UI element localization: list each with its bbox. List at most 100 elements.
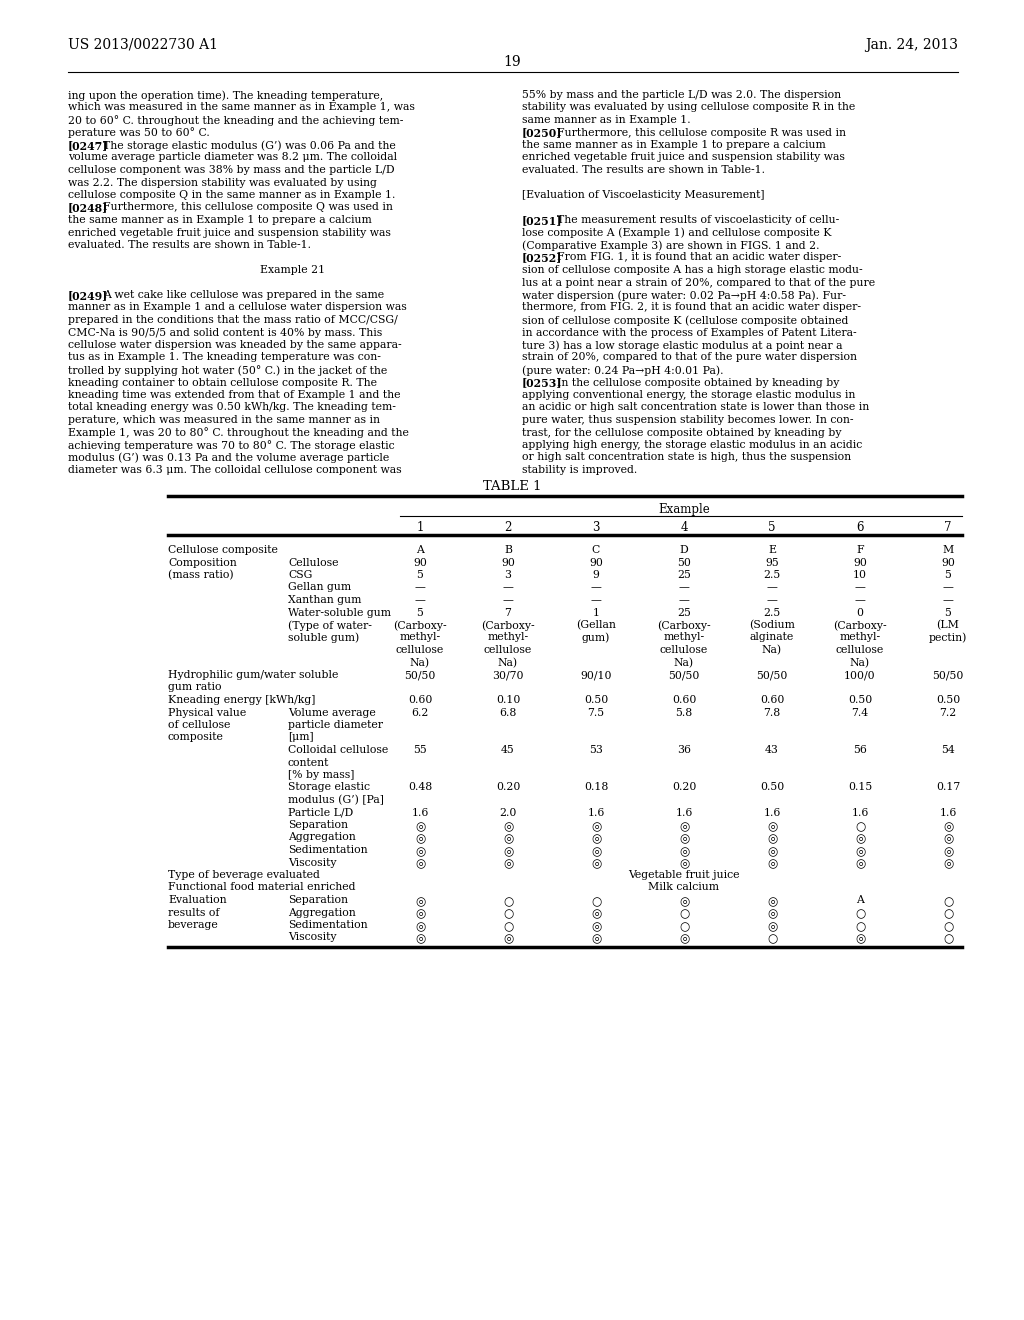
Text: 1.6: 1.6 [412,808,429,817]
Text: —: — [503,582,513,593]
Text: (Carboxy-: (Carboxy- [657,620,711,631]
Text: 6.2: 6.2 [412,708,429,718]
Text: applying high energy, the storage elastic modulus in an acidic: applying high energy, the storage elasti… [522,440,862,450]
Text: 6.8: 6.8 [500,708,517,718]
Text: 0.50: 0.50 [848,696,872,705]
Text: Storage elastic: Storage elastic [288,783,370,792]
Text: or high salt concentration state is high, thus the suspension: or high salt concentration state is high… [522,453,851,462]
Text: 7.2: 7.2 [939,708,956,718]
Text: modulus (G’) was 0.13 Pa and the volume average particle: modulus (G’) was 0.13 Pa and the volume … [68,453,389,463]
Text: ◎: ◎ [415,858,425,870]
Text: (Carboxy-: (Carboxy- [481,620,535,631]
Text: ◎: ◎ [767,858,777,870]
Text: Milk calcium: Milk calcium [648,883,720,892]
Text: pure water, thus suspension stability becomes lower. In con-: pure water, thus suspension stability be… [522,414,853,425]
Text: —: — [767,595,777,605]
Text: 54: 54 [941,744,954,755]
Text: The storage elastic modulus (G’) was 0.06 Pa and the: The storage elastic modulus (G’) was 0.0… [103,140,396,150]
Text: ing upon the operation time). The kneading temperature,: ing upon the operation time). The kneadi… [68,90,383,100]
Text: ◎: ◎ [591,845,601,858]
Text: Example 21: Example 21 [260,265,325,275]
Text: —: — [591,582,601,593]
Text: —: — [591,595,601,605]
Text: A: A [856,895,864,906]
Text: 1.6: 1.6 [939,808,956,817]
Text: ◎: ◎ [503,820,513,833]
Text: ◎: ◎ [591,858,601,870]
Text: 0.60: 0.60 [760,696,784,705]
Text: Furthermore, this cellulose composite Q was used in: Furthermore, this cellulose composite Q … [103,202,393,213]
Text: The measurement results of viscoelasticity of cellu-: The measurement results of viscoelastici… [557,215,840,224]
Text: (LM: (LM [937,620,959,631]
Text: Xanthan gum: Xanthan gum [288,595,361,605]
Text: applying conventional energy, the storage elastic modulus in: applying conventional energy, the storag… [522,389,855,400]
Text: Separation: Separation [288,895,348,906]
Text: trast, for the cellulose composite obtained by kneading by: trast, for the cellulose composite obtai… [522,428,842,437]
Text: 25: 25 [677,570,691,579]
Text: —: — [503,595,513,605]
Text: ◎: ◎ [855,833,865,846]
Text: prepared in the conditions that the mass ratio of MCC/CSG/: prepared in the conditions that the mass… [68,315,397,325]
Text: 5: 5 [768,521,776,535]
Text: total kneading energy was 0.50 kWh/kg. The kneading tem-: total kneading energy was 0.50 kWh/kg. T… [68,403,396,412]
Text: perature was 50 to 60° C.: perature was 50 to 60° C. [68,128,210,139]
Text: —: — [942,595,953,605]
Text: manner as in Example 1 and a cellulose water dispersion was: manner as in Example 1 and a cellulose w… [68,302,407,313]
Text: ◎: ◎ [855,932,865,945]
Text: methyl-: methyl- [840,632,881,643]
Text: Composition: Composition [168,557,237,568]
Text: Colloidal cellulose: Colloidal cellulose [288,744,388,755]
Text: strain of 20%, compared to that of the pure water dispersion: strain of 20%, compared to that of the p… [522,352,857,363]
Text: 90: 90 [589,557,603,568]
Text: 0.15: 0.15 [848,783,872,792]
Text: A wet cake like cellulose was prepared in the same: A wet cake like cellulose was prepared i… [103,290,384,300]
Text: [0251]: [0251] [522,215,562,226]
Text: 50: 50 [677,557,691,568]
Text: [0249]: [0249] [68,290,109,301]
Text: —: — [679,595,689,605]
Text: (Comparative Example 3) are shown in FIGS. 1 and 2.: (Comparative Example 3) are shown in FIG… [522,240,819,251]
Text: 6: 6 [856,521,864,535]
Text: gum): gum) [582,632,610,643]
Text: cellulose: cellulose [659,645,709,655]
Text: ◎: ◎ [415,833,425,846]
Text: sion of cellulose composite K (cellulose composite obtained: sion of cellulose composite K (cellulose… [522,315,848,326]
Text: 30/70: 30/70 [493,671,523,680]
Text: ◎: ◎ [943,845,953,858]
Text: 55% by mass and the particle L/D was 2.0. The dispersion: 55% by mass and the particle L/D was 2.0… [522,90,841,100]
Text: modulus (G’) [Pa]: modulus (G’) [Pa] [288,795,384,805]
Text: (Carboxy-: (Carboxy- [393,620,446,631]
Text: 7.8: 7.8 [763,708,780,718]
Text: 1.6: 1.6 [675,808,692,817]
Text: cellulose component was 38% by mass and the particle L/D: cellulose component was 38% by mass and … [68,165,394,176]
Text: Example: Example [658,503,710,516]
Text: Type of beverage evaluated: Type of beverage evaluated [168,870,319,880]
Text: Aggregation: Aggregation [288,908,355,917]
Text: cellulose water dispersion was kneaded by the same appara-: cellulose water dispersion was kneaded b… [68,341,401,350]
Text: [% by mass]: [% by mass] [288,770,354,780]
Text: thermore, from FIG. 2, it is found that an acidic water disper-: thermore, from FIG. 2, it is found that … [522,302,861,313]
Text: [μm]: [μm] [288,733,313,742]
Text: Gellan gum: Gellan gum [288,582,351,593]
Text: ◎: ◎ [503,833,513,846]
Text: (mass ratio): (mass ratio) [168,570,233,581]
Text: trolled by supplying hot water (50° C.) in the jacket of the: trolled by supplying hot water (50° C.) … [68,366,387,376]
Text: 43: 43 [765,744,779,755]
Text: ◎: ◎ [679,845,689,858]
Text: —: — [942,582,953,593]
Text: kneading time was extended from that of Example 1 and the: kneading time was extended from that of … [68,389,400,400]
Text: 0.10: 0.10 [496,696,520,705]
Text: Sedimentation: Sedimentation [288,920,368,931]
Text: ◎: ◎ [591,932,601,945]
Text: E: E [768,545,776,554]
Text: ○: ○ [503,920,513,933]
Text: 53: 53 [589,744,603,755]
Text: kneading container to obtain cellulose composite R. The: kneading container to obtain cellulose c… [68,378,377,388]
Text: results of: results of [168,908,219,917]
Text: ◎: ◎ [503,845,513,858]
Text: enriched vegetable fruit juice and suspension stability was: enriched vegetable fruit juice and suspe… [68,227,391,238]
Text: 56: 56 [853,744,867,755]
Text: CSG: CSG [288,570,312,579]
Text: 2.0: 2.0 [500,808,517,817]
Text: enriched vegetable fruit juice and suspension stability was: enriched vegetable fruit juice and suspe… [522,153,845,162]
